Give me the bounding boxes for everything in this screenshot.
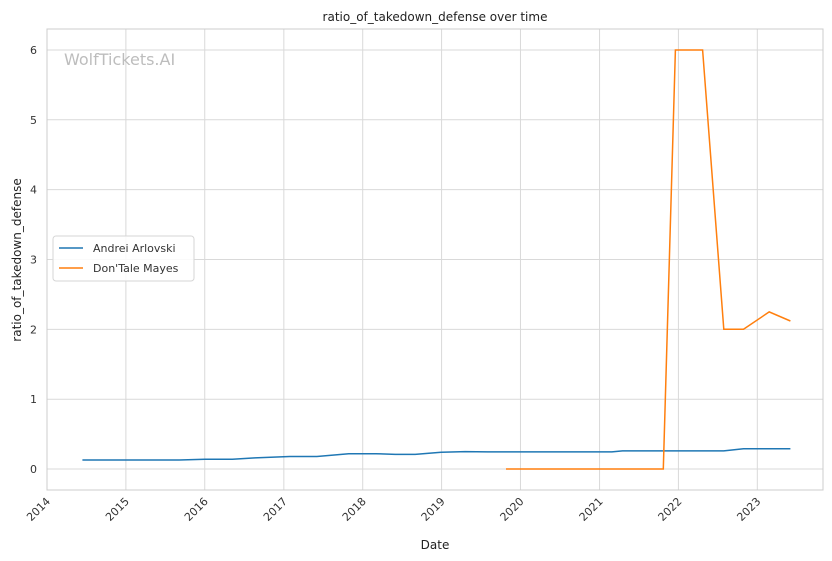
y-tick-label: 6 (30, 44, 37, 57)
legend-box (52, 235, 195, 282)
legend: Andrei Arlovski Don'Tale Mayes (52, 235, 195, 282)
watermark: WolfTickets.AI (64, 50, 175, 69)
series-line-don-tale-mayes (506, 49, 791, 470)
y-tick-label: 1 (30, 393, 37, 406)
y-axis-label: ratio_of_takedown_defense (10, 178, 24, 341)
x-axis-label: Date (421, 538, 450, 552)
y-tick-label: 5 (30, 114, 37, 127)
series-layer (82, 49, 791, 470)
chart-title: ratio_of_takedown_defense over time (323, 10, 548, 24)
y-axis-ticks: 0 1 2 3 4 5 6 (30, 44, 37, 476)
y-tick-label: 2 (30, 323, 37, 336)
legend-label-andrei-arlovski: Andrei Arlovski (93, 242, 176, 255)
plot-area-frame (46, 28, 824, 491)
y-tick-label: 3 (30, 254, 37, 267)
series-line-andrei-arlovski (82, 448, 791, 461)
y-tick-label: 4 (30, 184, 37, 197)
y-tick-label: 0 (30, 463, 37, 476)
legend-label-dontale-mayes: Don'Tale Mayes (93, 262, 179, 275)
